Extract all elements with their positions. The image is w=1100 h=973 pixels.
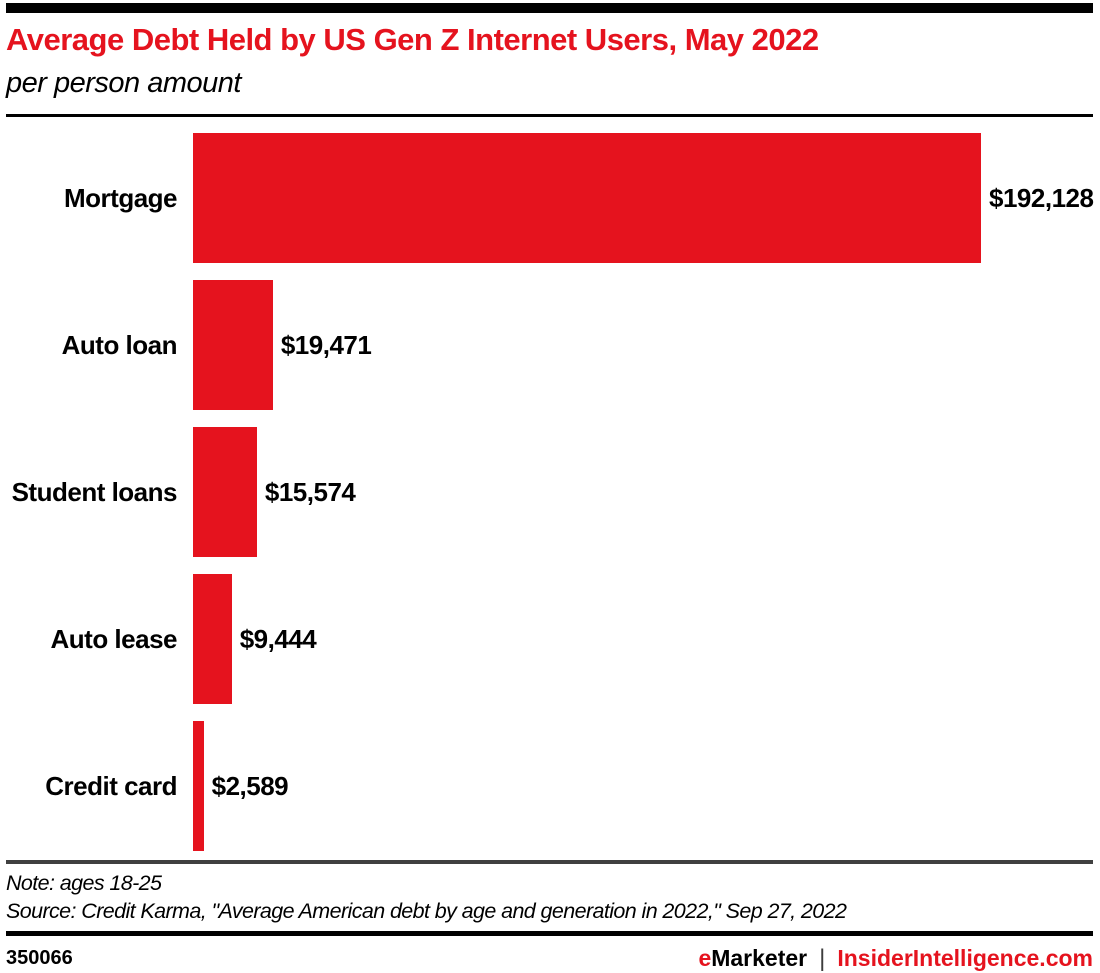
top-accent-bar	[6, 3, 1093, 13]
emarketer-logo: eMarketer	[698, 945, 807, 972]
category-label: Mortgage	[64, 182, 178, 213]
bar-row: Mortgage $192,128	[6, 125, 1094, 272]
chart-note: Note: ages 18-25	[6, 870, 162, 895]
footnotes: Note: ages 18-25 Source: Credit Karma, "…	[6, 864, 1093, 931]
chart-header: Average Debt Held by US Gen Z Internet U…	[6, 13, 1093, 100]
category-label: Credit card	[45, 770, 177, 801]
category-label: Auto lease	[50, 623, 178, 654]
header-divider	[6, 113, 1093, 117]
value-label: $2,589	[211, 770, 289, 801]
category-label: Auto loan	[61, 329, 178, 360]
bar	[193, 574, 232, 705]
bar-track: $2,589	[193, 721, 1093, 852]
brand-separator: |	[819, 944, 826, 972]
value-label: $19,471	[280, 329, 372, 360]
bar-row: Auto lease $9,444	[6, 566, 1093, 713]
chart-source: Source: Credit Karma, "Average American …	[6, 898, 847, 923]
category-label: Student loans	[11, 476, 178, 507]
bar-track: $9,444	[193, 574, 1093, 705]
bar-track: $15,574	[193, 427, 1093, 558]
emarketer-logo-name: Marketer	[711, 945, 808, 972]
value-label: $192,128	[989, 182, 1094, 213]
value-label: $9,444	[239, 623, 317, 654]
bar	[193, 721, 204, 852]
insider-intelligence-link[interactable]: InsiderIntelligence.com	[837, 945, 1093, 972]
bar-track: $19,471	[193, 280, 1093, 411]
chart-title: Average Debt Held by US Gen Z Internet U…	[6, 22, 819, 57]
bar-row: Credit card $2,589	[6, 713, 1093, 860]
chart-subtitle: per person amount	[6, 66, 241, 99]
emarketer-logo-e: e	[698, 945, 712, 972]
chart-bottom-divider	[6, 859, 1093, 864]
chart-id: 350066	[6, 947, 73, 970]
value-label: $15,574	[264, 476, 356, 507]
bar	[193, 133, 981, 264]
bar-track: $192,128	[193, 133, 1094, 264]
chart-page: Average Debt Held by US Gen Z Internet U…	[0, 3, 1100, 973]
footer-divider	[6, 930, 1093, 936]
brand-lockup: eMarketer | InsiderIntelligence.com	[698, 945, 1093, 973]
bar	[193, 280, 273, 411]
bar-row: Auto loan $19,471	[6, 272, 1093, 419]
bar-row: Student loans $15,574	[6, 419, 1093, 566]
horizontal-bar-chart: Mortgage $192,128 Auto loan $19,471 Student …	[6, 125, 1094, 860]
footer: 350066 eMarketer | InsiderIntelligence.c…	[6, 945, 1093, 973]
bar	[193, 427, 257, 558]
